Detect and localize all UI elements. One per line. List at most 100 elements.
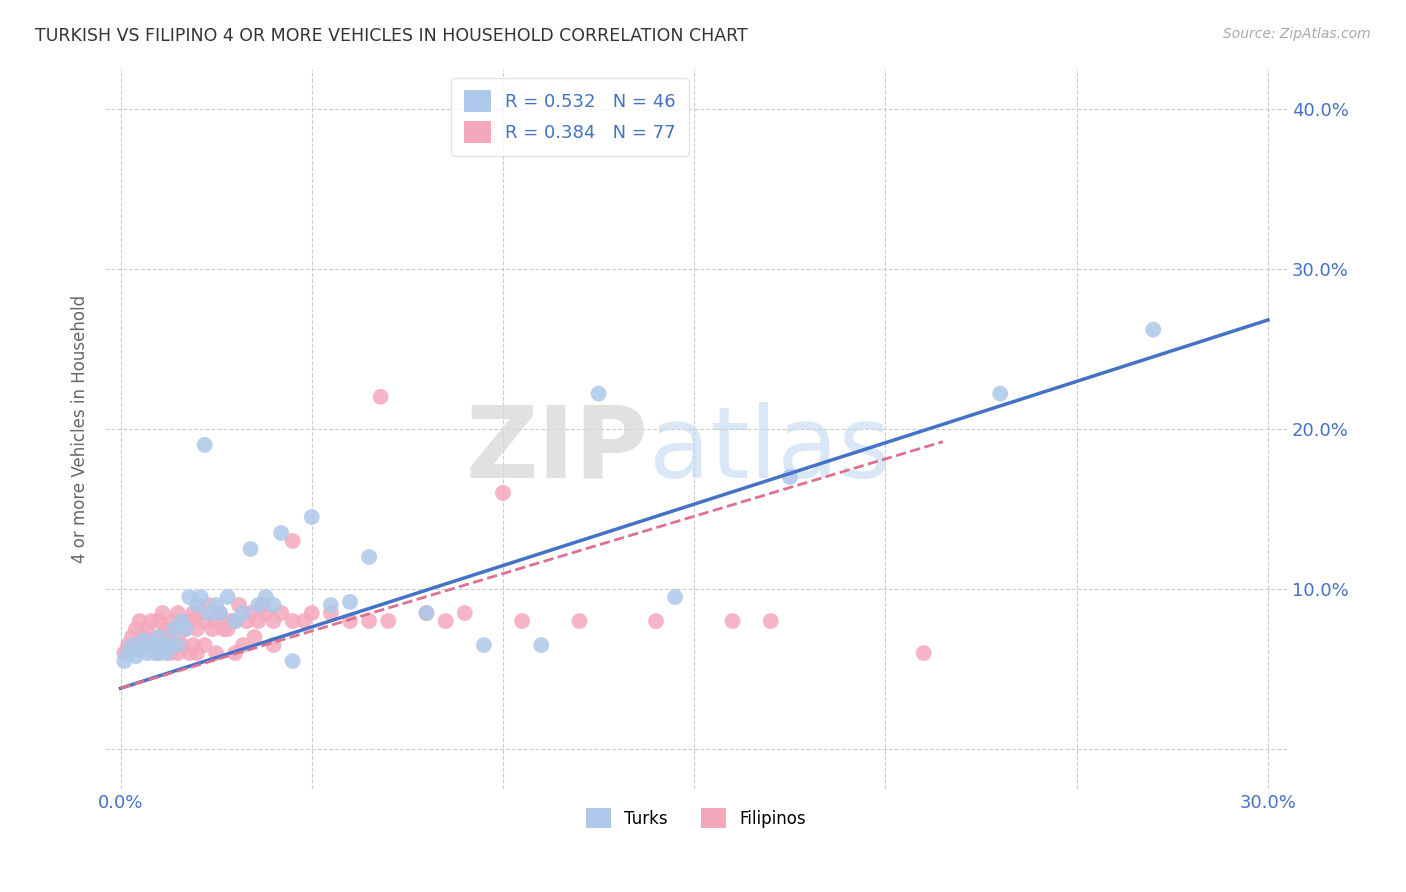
Point [301, 606, 323, 620]
Point [721, 614, 744, 628]
Text: TURKISH VS FILIPINO 4 OR MORE VEHICLES IN HOUSEHOLD CORRELATION CHART: TURKISH VS FILIPINO 4 OR MORE VEHICLES I… [35, 27, 748, 45]
Point [263, 614, 285, 628]
Point [128, 638, 150, 652]
Point [143, 638, 166, 652]
Point [339, 595, 361, 609]
Point [228, 598, 250, 612]
Point [301, 510, 323, 524]
Point [148, 646, 170, 660]
Point [143, 646, 166, 660]
Text: Source: ZipAtlas.com: Source: ZipAtlas.com [1223, 27, 1371, 41]
Point [125, 649, 148, 664]
Point [224, 614, 246, 628]
Point [186, 622, 208, 636]
Point [170, 614, 193, 628]
Point [155, 646, 177, 660]
Point [167, 630, 190, 644]
Point [186, 646, 208, 660]
Point [201, 622, 224, 636]
Point [415, 606, 437, 620]
Point [247, 598, 270, 612]
Point [434, 614, 457, 628]
Point [179, 590, 201, 604]
Point [167, 646, 190, 660]
Point [136, 622, 159, 636]
Text: atlas: atlas [650, 402, 890, 499]
Point [359, 614, 381, 628]
Point [912, 646, 935, 660]
Point [759, 614, 782, 628]
Point [339, 614, 361, 628]
Point [167, 638, 190, 652]
Point [370, 390, 392, 404]
Point [208, 606, 231, 620]
Point [779, 470, 801, 484]
Point [270, 606, 292, 620]
Point [530, 638, 553, 652]
Point [174, 622, 197, 636]
Point [454, 606, 477, 620]
Point [128, 643, 150, 657]
Point [163, 622, 186, 636]
Point [254, 606, 277, 620]
Point [117, 646, 139, 660]
Point [163, 638, 186, 652]
Point [148, 630, 170, 644]
Point [232, 606, 254, 620]
Point [645, 614, 668, 628]
Point [179, 646, 201, 660]
Point [568, 614, 591, 628]
Point [112, 654, 135, 668]
Point [270, 526, 292, 541]
Point [170, 638, 193, 652]
Point [186, 598, 208, 612]
Point [510, 614, 533, 628]
Point [472, 638, 495, 652]
Point [1142, 322, 1164, 336]
Point [121, 630, 143, 644]
Point [263, 598, 285, 612]
Point [132, 630, 155, 644]
Point [148, 646, 170, 660]
Point [263, 638, 285, 652]
Point [281, 654, 304, 668]
Point [152, 638, 174, 652]
Point [588, 386, 610, 401]
Point [281, 533, 304, 548]
Y-axis label: 4 or more Vehicles in Household: 4 or more Vehicles in Household [72, 295, 89, 563]
Point [121, 638, 143, 652]
Legend: Turks, Filipinos: Turks, Filipinos [579, 801, 813, 835]
Point [212, 622, 235, 636]
Point [155, 630, 177, 644]
Point [181, 606, 204, 620]
Point [152, 638, 174, 652]
Point [319, 606, 342, 620]
Point [194, 614, 217, 628]
Point [205, 614, 228, 628]
Point [205, 646, 228, 660]
Point [194, 438, 217, 452]
Point [664, 590, 686, 604]
Point [235, 614, 257, 628]
Point [415, 606, 437, 620]
Point [197, 606, 219, 620]
Point [174, 622, 197, 636]
Point [281, 614, 304, 628]
Point [217, 622, 239, 636]
Point [292, 614, 315, 628]
Point [179, 614, 201, 628]
Point [163, 614, 186, 628]
Point [194, 638, 217, 652]
Point [492, 486, 515, 500]
Text: ZIP: ZIP [465, 402, 650, 499]
Point [988, 386, 1011, 401]
Point [132, 633, 155, 648]
Point [254, 590, 277, 604]
Point [159, 622, 181, 636]
Point [170, 614, 193, 628]
Point [190, 590, 212, 604]
Point [136, 646, 159, 660]
Point [181, 638, 204, 652]
Point [128, 614, 150, 628]
Point [359, 549, 381, 564]
